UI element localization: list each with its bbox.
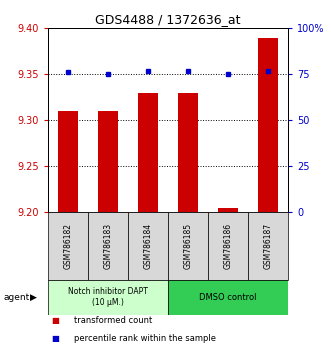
Bar [48,280,168,315]
Text: GSM786185: GSM786185 [183,223,193,269]
Bar [178,93,198,212]
Bar [138,93,158,212]
Text: GSM786184: GSM786184 [143,223,153,269]
Bar [168,280,288,315]
Bar [168,212,208,280]
Bar [128,212,168,280]
Bar [48,212,88,280]
Text: ■: ■ [51,333,59,343]
Text: ■: ■ [51,316,59,325]
Bar [98,111,118,212]
Bar [258,38,278,212]
Text: GSM786183: GSM786183 [104,223,113,269]
Text: GSM786182: GSM786182 [64,223,72,269]
Text: ▶: ▶ [30,293,36,302]
Text: agent: agent [3,293,29,302]
Bar [58,111,78,212]
Bar [248,212,288,280]
Text: Notch inhibitor DAPT
(10 μM.): Notch inhibitor DAPT (10 μM.) [68,287,148,307]
Text: GSM786186: GSM786186 [223,223,232,269]
Bar [88,212,128,280]
Bar [208,212,248,280]
Text: GSM786187: GSM786187 [263,223,272,269]
Title: GDS4488 / 1372636_at: GDS4488 / 1372636_at [95,13,241,26]
Text: DMSO control: DMSO control [199,293,257,302]
Bar [218,208,238,212]
Text: percentile rank within the sample: percentile rank within the sample [74,333,216,343]
Text: transformed count: transformed count [74,316,153,325]
